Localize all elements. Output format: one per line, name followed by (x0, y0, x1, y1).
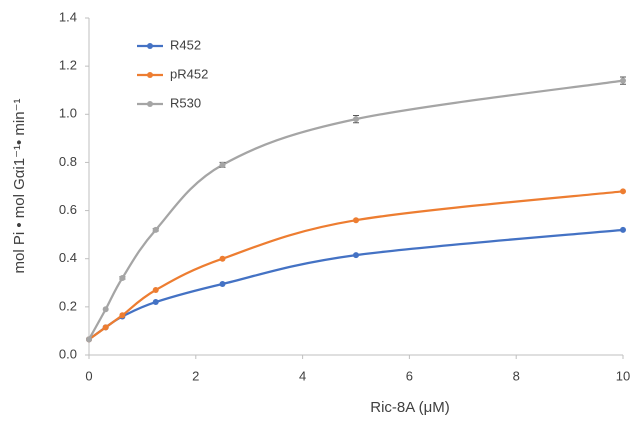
data-point (620, 188, 626, 195)
x-tick-label: 4 (299, 368, 306, 383)
y-tick-label: 0.4 (59, 250, 77, 265)
x-axis-label: Ric-8A (μM) (370, 399, 449, 416)
legend-label: R452 (170, 37, 201, 52)
series-line (88, 190, 624, 341)
y-tick-label: 0.2 (59, 298, 77, 313)
legend-label: pR452 (170, 66, 208, 81)
data-point (219, 161, 226, 168)
data-point (353, 252, 359, 259)
legend-marker (147, 101, 153, 107)
data-point (152, 226, 159, 233)
data-point (219, 280, 226, 287)
y-axis-label: mol Pi • mol Gαi1⁻¹• min⁻¹ (11, 98, 28, 273)
data-point (102, 306, 109, 313)
y-tick-label: 0.6 (59, 202, 77, 217)
series-line (88, 79, 624, 340)
y-tick-label: 1.2 (59, 58, 77, 73)
x-tick-label: 2 (192, 368, 199, 383)
data-point (102, 324, 109, 331)
data-point (86, 336, 92, 343)
x-tick-label: 0 (85, 368, 92, 383)
data-point (219, 255, 226, 262)
data-point (620, 77, 626, 84)
data-point (119, 274, 126, 281)
series-line (88, 228, 624, 341)
x-tick-label: 8 (513, 368, 520, 383)
x-tick-label: 10 (616, 368, 630, 383)
data-point (119, 312, 126, 319)
data-point (152, 287, 159, 294)
data-point (353, 116, 359, 123)
legend-marker (147, 72, 153, 78)
legend-label: R530 (170, 95, 201, 110)
y-tick-label: 1.0 (59, 106, 77, 121)
x-tick-label: 6 (406, 368, 413, 383)
data-point (353, 217, 359, 224)
y-tick-label: 1.4 (59, 9, 77, 24)
data-point (152, 299, 159, 306)
data-point (620, 226, 626, 233)
y-tick-label: 0.8 (59, 154, 77, 169)
legend-marker (147, 43, 153, 49)
y-tick-label: 0.0 (59, 346, 77, 361)
